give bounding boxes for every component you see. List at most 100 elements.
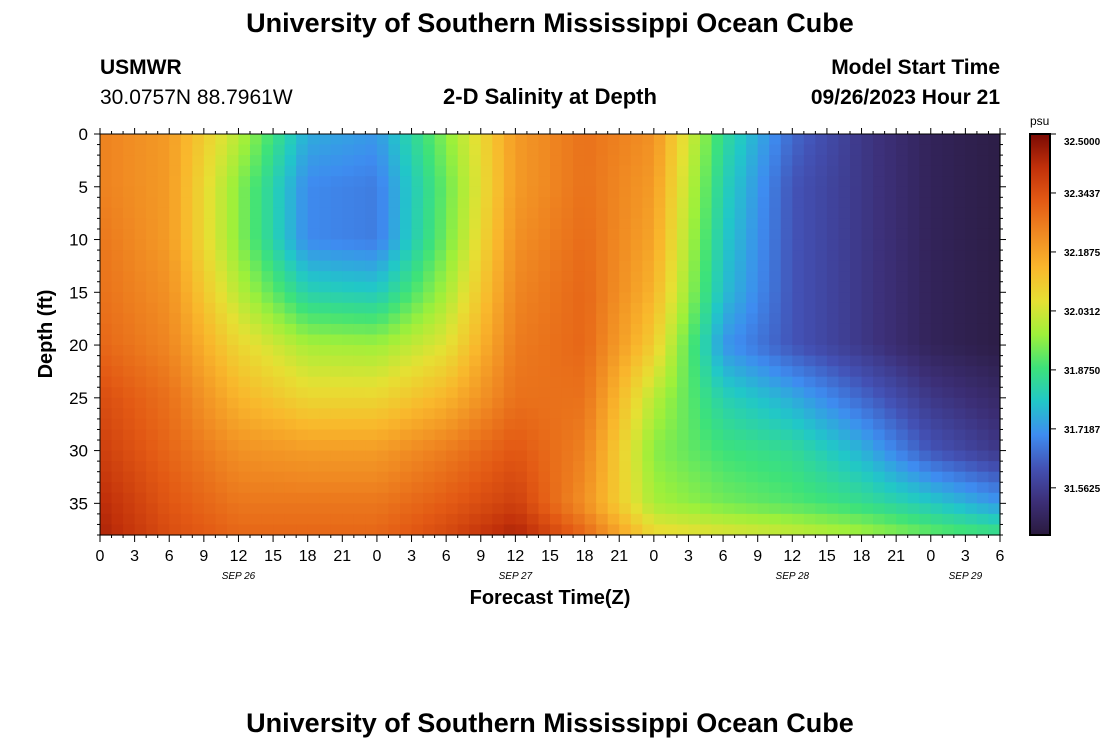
heatmap-cell: [261, 292, 274, 304]
heatmap-cell: [446, 334, 459, 346]
heatmap-cell: [803, 387, 816, 399]
heatmap-cell: [550, 513, 563, 526]
heatmap-cell: [584, 239, 597, 251]
heatmap-cell: [815, 271, 828, 283]
heatmap-cell: [330, 397, 343, 409]
heatmap-cell: [169, 197, 182, 209]
heatmap-cell: [965, 492, 978, 504]
heatmap-cell: [896, 176, 909, 188]
heatmap-cell: [861, 387, 874, 399]
heatmap-cell: [353, 366, 366, 378]
heatmap-cell: [342, 144, 355, 156]
x-tick-label: 21: [887, 548, 905, 565]
heatmap-cell: [619, 450, 632, 462]
heatmap-cell: [250, 144, 263, 156]
heatmap-cell: [296, 281, 309, 293]
heatmap-cell: [457, 239, 470, 251]
heatmap-cell: [469, 292, 482, 304]
heatmap-cell: [584, 302, 597, 314]
heatmap-cell: [515, 397, 528, 409]
heatmap-cell: [307, 165, 320, 177]
heatmap-cell: [953, 387, 966, 399]
heatmap-cell: [411, 345, 424, 357]
heatmap-cell: [457, 134, 470, 146]
heatmap-cell: [526, 429, 540, 441]
heatmap-cell: [480, 323, 493, 336]
heatmap-cell: [861, 271, 874, 283]
heatmap-cell: [400, 376, 413, 388]
heatmap-cell: [434, 397, 447, 409]
heatmap-cell: [388, 155, 401, 167]
heatmap-cell: [273, 450, 286, 462]
heatmap-cell: [226, 450, 240, 462]
heatmap-cell: [596, 408, 609, 420]
heatmap-cell: [573, 471, 586, 483]
heatmap-cell: [100, 281, 113, 293]
heatmap-cell: [826, 197, 840, 209]
heatmap-cell: [619, 366, 632, 378]
heatmap-cell: [446, 144, 459, 156]
heatmap-cell: [123, 176, 136, 188]
heatmap-cell: [400, 165, 413, 177]
heatmap-cell: [226, 271, 240, 283]
heatmap-cell: [284, 408, 297, 420]
heatmap-cell: [850, 165, 863, 177]
heatmap-cell: [226, 228, 240, 241]
heatmap-cell: [688, 197, 701, 209]
heatmap-cell: [238, 207, 251, 220]
heatmap-cell: [700, 429, 713, 441]
heatmap-cell: [492, 323, 505, 336]
y-tick-label: 25: [69, 389, 88, 408]
heatmap-cell: [896, 292, 909, 304]
heatmap-cell: [446, 281, 459, 293]
heatmap-cell: [700, 492, 713, 504]
heatmap-cell: [619, 492, 632, 504]
heatmap-cell: [642, 471, 655, 483]
heatmap-cell: [907, 492, 920, 504]
heatmap-cell: [803, 260, 816, 272]
heatmap-cell: [353, 218, 366, 230]
heatmap-cell: [526, 397, 540, 409]
heatmap-cell: [503, 345, 516, 357]
heatmap-cell: [515, 144, 528, 156]
heatmap-cell: [861, 176, 874, 188]
heatmap-cell: [907, 513, 920, 526]
heatmap-cell: [123, 144, 136, 156]
heatmap-cell: [873, 197, 886, 209]
heatmap-cell: [619, 503, 632, 515]
heatmap-cell: [873, 228, 886, 241]
heatmap-cell: [469, 450, 482, 462]
heatmap-cell: [111, 503, 124, 515]
heatmap-cell: [226, 302, 240, 314]
heatmap-cell: [319, 228, 332, 241]
heatmap-cell: [873, 281, 886, 293]
heatmap-cell: [826, 461, 840, 473]
heatmap-cell: [803, 524, 816, 536]
heatmap-cell: [792, 228, 805, 241]
heatmap-cell: [792, 207, 805, 220]
heatmap-cell: [607, 387, 620, 399]
heatmap-cell: [873, 134, 886, 146]
heatmap-cell: [838, 323, 851, 336]
heatmap-cell: [919, 239, 932, 251]
heatmap-cell: [919, 271, 932, 283]
heatmap-cell: [942, 450, 955, 462]
heatmap-cell: [815, 281, 828, 293]
heatmap-cell: [226, 524, 240, 536]
heatmap-cell: [953, 165, 966, 177]
heatmap-cell: [388, 355, 401, 367]
heatmap-cell: [711, 345, 724, 357]
heatmap-cell: [907, 429, 920, 441]
heatmap-cell: [273, 186, 286, 198]
heatmap-cell: [503, 186, 516, 198]
heatmap-cell: [515, 197, 528, 209]
heatmap-cell: [400, 334, 413, 346]
heatmap-cell: [630, 144, 643, 156]
heatmap-cell: [769, 482, 782, 494]
heatmap-cell: [492, 345, 505, 357]
heatmap-cell: [538, 207, 551, 220]
heatmap-cell: [123, 418, 136, 431]
heatmap-cell: [711, 376, 724, 388]
heatmap-cell: [238, 155, 251, 167]
heatmap-cell: [988, 239, 1001, 251]
